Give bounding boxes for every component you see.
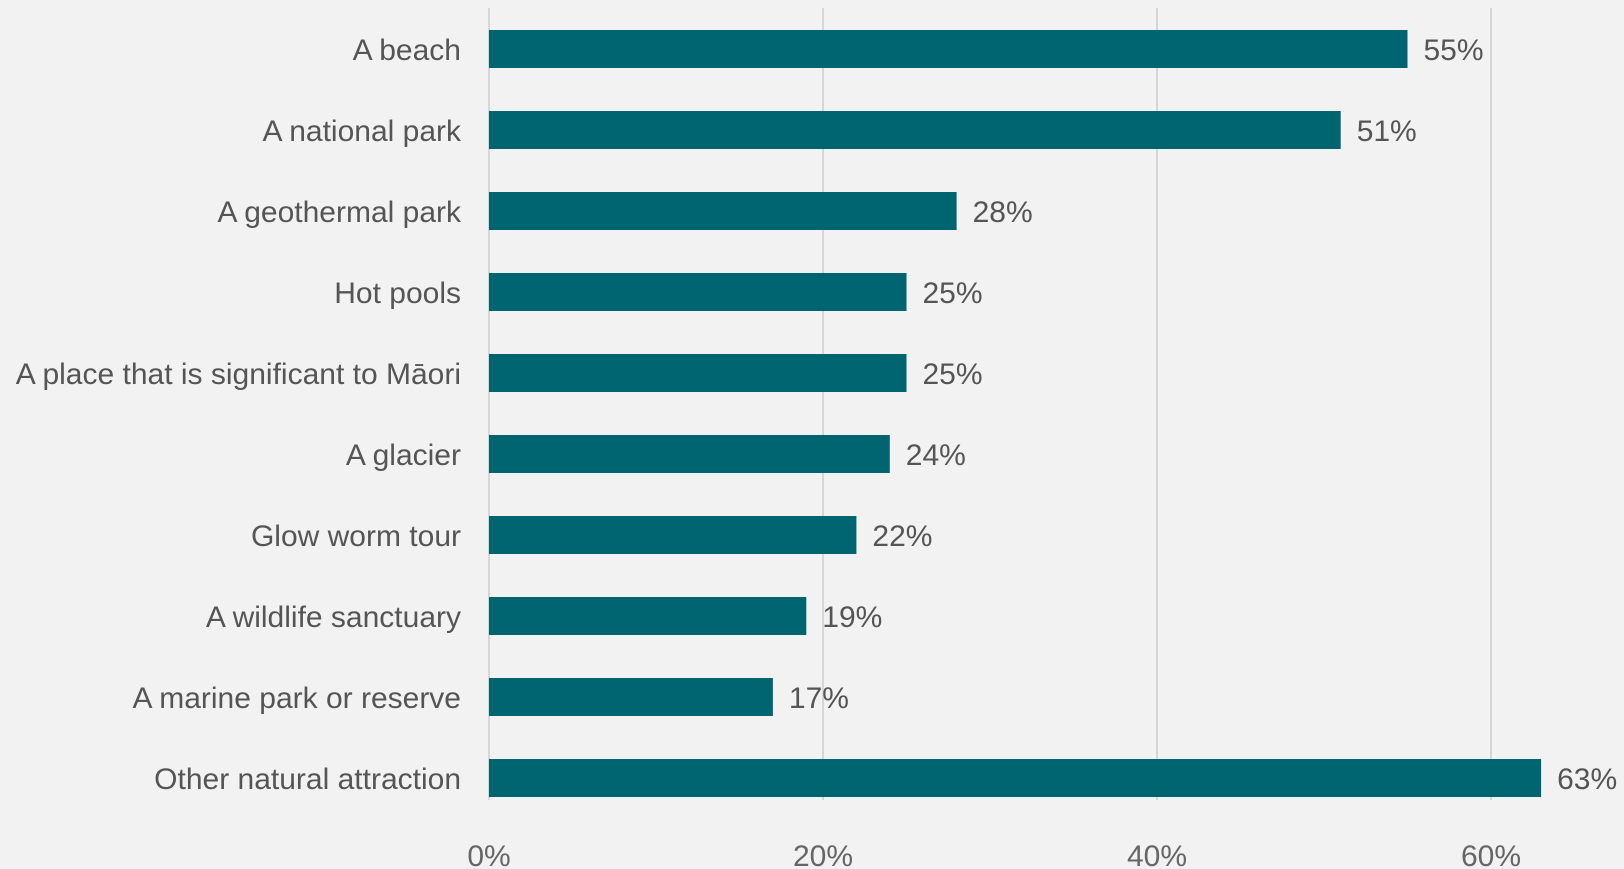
category-label: A marine park or reserve bbox=[133, 682, 461, 715]
bar bbox=[489, 597, 807, 635]
bar bbox=[489, 192, 957, 230]
bar bbox=[489, 30, 1408, 68]
x-tick-label: 40% bbox=[1127, 840, 1187, 869]
bars bbox=[489, 30, 1542, 797]
bar bbox=[489, 759, 1542, 797]
category-label: Glow worm tour bbox=[251, 520, 461, 553]
category-label: A geothermal park bbox=[218, 196, 462, 229]
value-label: 19% bbox=[822, 601, 882, 634]
value-label: 51% bbox=[1357, 115, 1417, 148]
x-tick-label: 0% bbox=[467, 840, 510, 869]
value-label: 24% bbox=[906, 439, 966, 472]
value-label: 28% bbox=[973, 196, 1033, 229]
category-label: A place that is significant to Māori bbox=[16, 358, 461, 391]
category-label: A glacier bbox=[346, 439, 461, 472]
value-label: 25% bbox=[923, 358, 983, 391]
bar bbox=[489, 273, 907, 311]
category-label: A national park bbox=[263, 115, 462, 148]
value-label: 63% bbox=[1557, 763, 1617, 796]
value-label: 25% bbox=[923, 277, 983, 310]
category-label: A beach bbox=[353, 34, 461, 67]
bar bbox=[489, 516, 857, 554]
bar bbox=[489, 354, 907, 392]
value-label: 55% bbox=[1424, 34, 1484, 67]
x-axis-ticks: 0% 20% 40% 60% bbox=[467, 840, 1521, 869]
bar bbox=[489, 678, 773, 716]
x-tick-label: 60% bbox=[1461, 840, 1521, 869]
category-label: Other natural attraction bbox=[154, 763, 461, 796]
bar bbox=[489, 435, 890, 473]
category-label: Hot pools bbox=[334, 277, 461, 310]
value-label: 17% bbox=[789, 682, 849, 715]
x-tick-label: 20% bbox=[793, 840, 853, 869]
bar bbox=[489, 111, 1341, 149]
category-labels: A beach A national park A geothermal park H… bbox=[16, 34, 462, 796]
value-label: 22% bbox=[872, 520, 932, 553]
category-label: A wildlife sanctuary bbox=[206, 601, 461, 634]
value-labels: 55% 51% 28% 25% 25% 24% 22% 19% 17% 63% bbox=[789, 34, 1617, 796]
